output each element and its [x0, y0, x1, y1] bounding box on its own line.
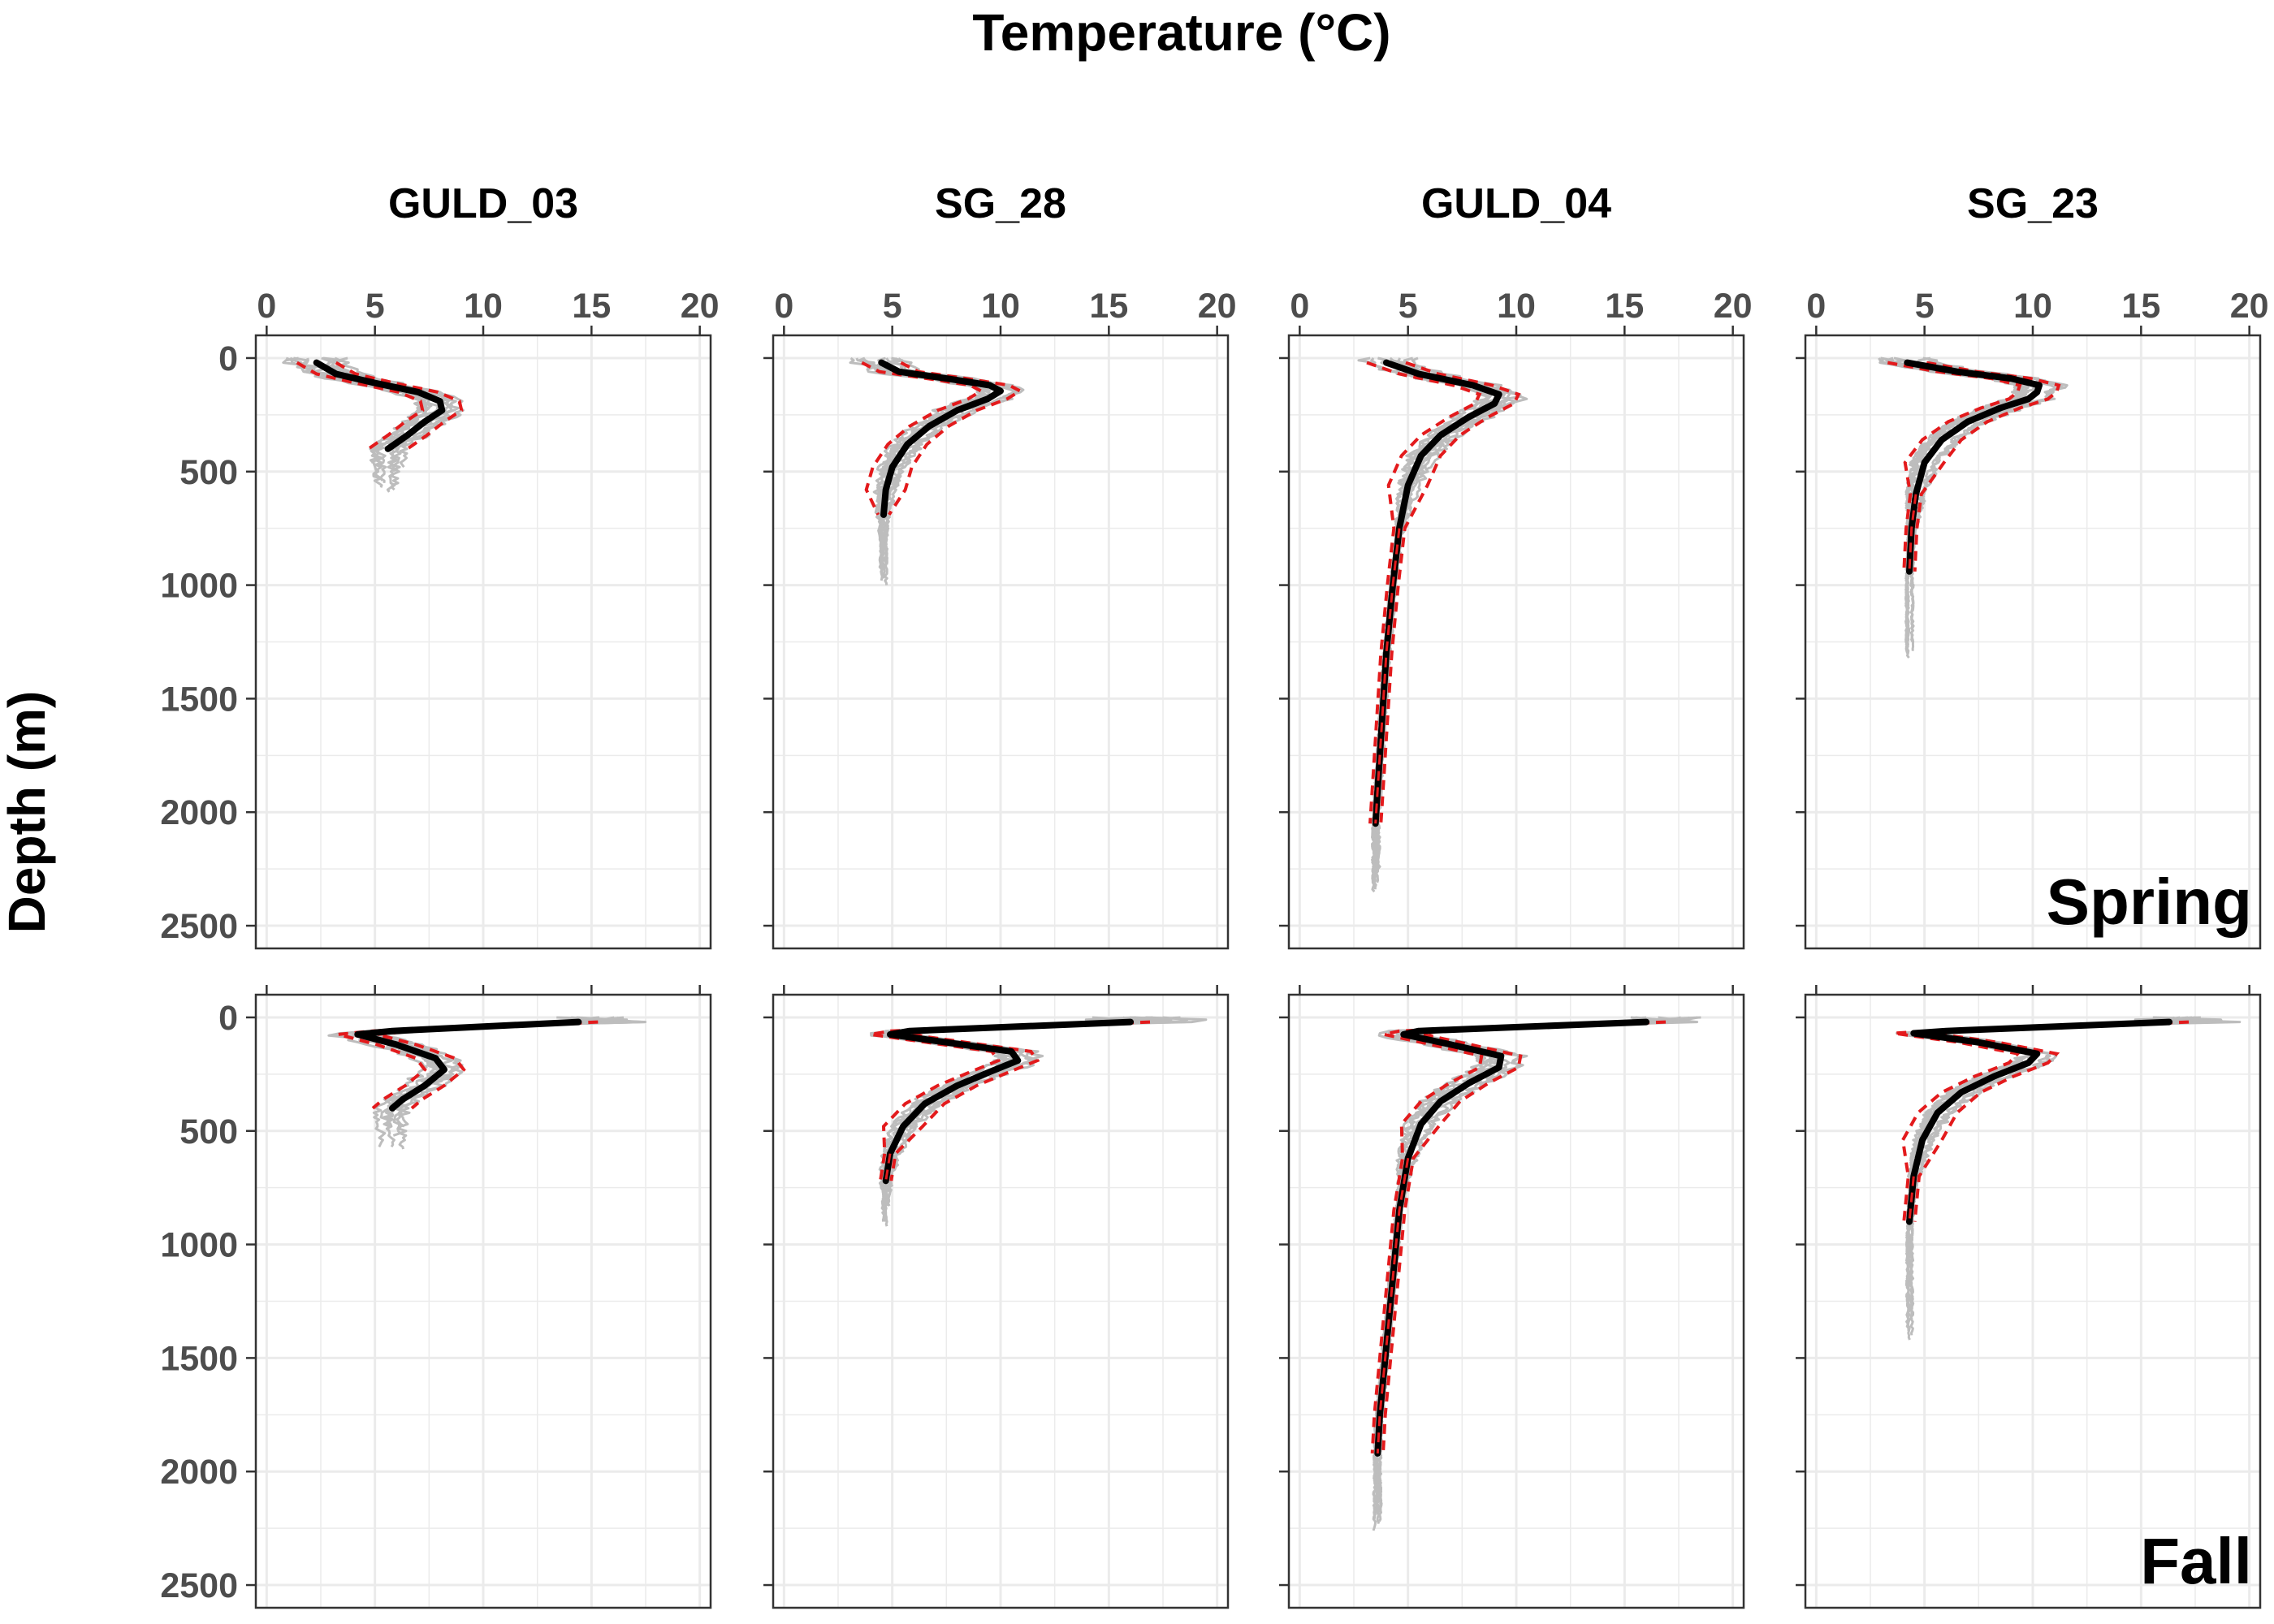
cast-profile [282, 356, 427, 464]
cast-profile [1909, 1016, 2242, 1275]
x-tick-label: 5 [883, 287, 902, 326]
chart-title: Temperature (°C) [972, 3, 1390, 62]
x-tick-label: 15 [2121, 287, 2160, 326]
x-tick-label: 20 [681, 287, 720, 326]
strip-label-sg_23: SG_23 [1967, 180, 2099, 227]
x-tick-label: 10 [1497, 287, 1536, 326]
panel-guld_04-spring: 0 5 10 15 20 [1279, 287, 1753, 950]
x-tick-label: 10 [981, 287, 1020, 326]
panel-guld_03-fall: 0 500 1000 1500 2000 2500 [160, 985, 712, 1609]
panel-guld_04-fall [1279, 985, 1745, 1609]
x-tick-label: 20 [2230, 287, 2269, 326]
strip-label-guld_04: GULD_04 [1421, 180, 1611, 227]
y-tick-label: 0 [218, 339, 238, 378]
panel-sg_23-spring: 0 5 10 15 20 Spring [1796, 287, 2269, 950]
x-tick-label: 0 [774, 287, 793, 326]
sd-profile-deep [1908, 494, 1917, 572]
y-tick-label: 1000 [160, 1226, 238, 1265]
sd-profile-deep [1908, 1176, 1915, 1222]
sd-profile-deep [1374, 528, 1401, 824]
sd-profile [1370, 1020, 1628, 1454]
season-label-fall: Fall [2140, 1525, 2252, 1597]
sd-profile [296, 361, 425, 451]
y-tick-label: 2000 [160, 793, 238, 832]
sd-profile [861, 361, 985, 516]
sd-profile-deep [884, 1153, 892, 1181]
mean-profile [1906, 1018, 2172, 1225]
y-tick-label: 1500 [160, 1339, 238, 1378]
y-tick-label: 2500 [160, 1566, 238, 1605]
panel-sg_28-spring: 0 5 10 15 20 [763, 287, 1237, 950]
cast-profile [884, 357, 1025, 565]
x-tick-label: 15 [1089, 287, 1128, 326]
cast-profile [293, 356, 430, 462]
sd-profile [1894, 1020, 2151, 1222]
panel-sg_23-fall: Fall [1796, 985, 2262, 1609]
y-tick-label: 1500 [160, 680, 238, 719]
panel-grid: GULD_03 SG_28 GULD_04 SG_230 5 10 15 2005001000… [160, 180, 2269, 1609]
strip-label-sg_28: SG_28 [935, 180, 1066, 227]
y-tick-label: 1000 [160, 567, 238, 606]
x-tick-label: 15 [572, 287, 611, 326]
cast-profile [1376, 356, 1528, 871]
sd-profile [335, 361, 464, 451]
y-tick-label: 0 [218, 999, 238, 1038]
sd-profile [1366, 361, 1482, 824]
panel-sg_28-fall [763, 985, 1230, 1609]
x-tick-label: 10 [464, 287, 503, 326]
x-tick-label: 0 [1806, 287, 1826, 326]
x-tick-label: 5 [365, 287, 385, 326]
sd-profile [870, 1020, 1112, 1181]
y-tick-label: 2000 [160, 1453, 238, 1492]
cast-profile [338, 356, 465, 469]
mean-profile [313, 359, 446, 452]
y-axis-title: Depth (m) [0, 691, 56, 934]
mean-profile [878, 359, 1004, 518]
x-tick-label: 0 [257, 287, 276, 326]
y-tick-label: 2500 [160, 907, 238, 946]
mean-profile [882, 1018, 1134, 1185]
sd-profile [1913, 361, 2061, 572]
panel-guld_03-spring: 0 5 10 15 20 0 500 1000 1500 2000 2500 [160, 287, 720, 950]
strip-label-guld_03: GULD_03 [388, 180, 578, 227]
mean-profile [354, 1018, 582, 1112]
x-tick-label: 15 [1605, 287, 1644, 326]
x-tick-label: 0 [1290, 287, 1309, 326]
cast-profile [883, 357, 1018, 564]
cast-profile [1909, 356, 2069, 643]
x-tick-label: 5 [1915, 287, 1935, 326]
sd-profile [888, 361, 1024, 516]
x-tick-label: 10 [2013, 287, 2052, 326]
sd-profile [1379, 361, 1521, 824]
y-tick-label: 500 [179, 1112, 238, 1151]
y-tick-label: 500 [179, 453, 238, 492]
x-tick-label: 5 [1399, 287, 1418, 326]
season-label-spring: Spring [2047, 866, 2252, 938]
x-tick-label: 20 [1714, 287, 1753, 326]
sd-profile-deep [1376, 1158, 1410, 1453]
x-tick-label: 20 [1198, 287, 1237, 326]
